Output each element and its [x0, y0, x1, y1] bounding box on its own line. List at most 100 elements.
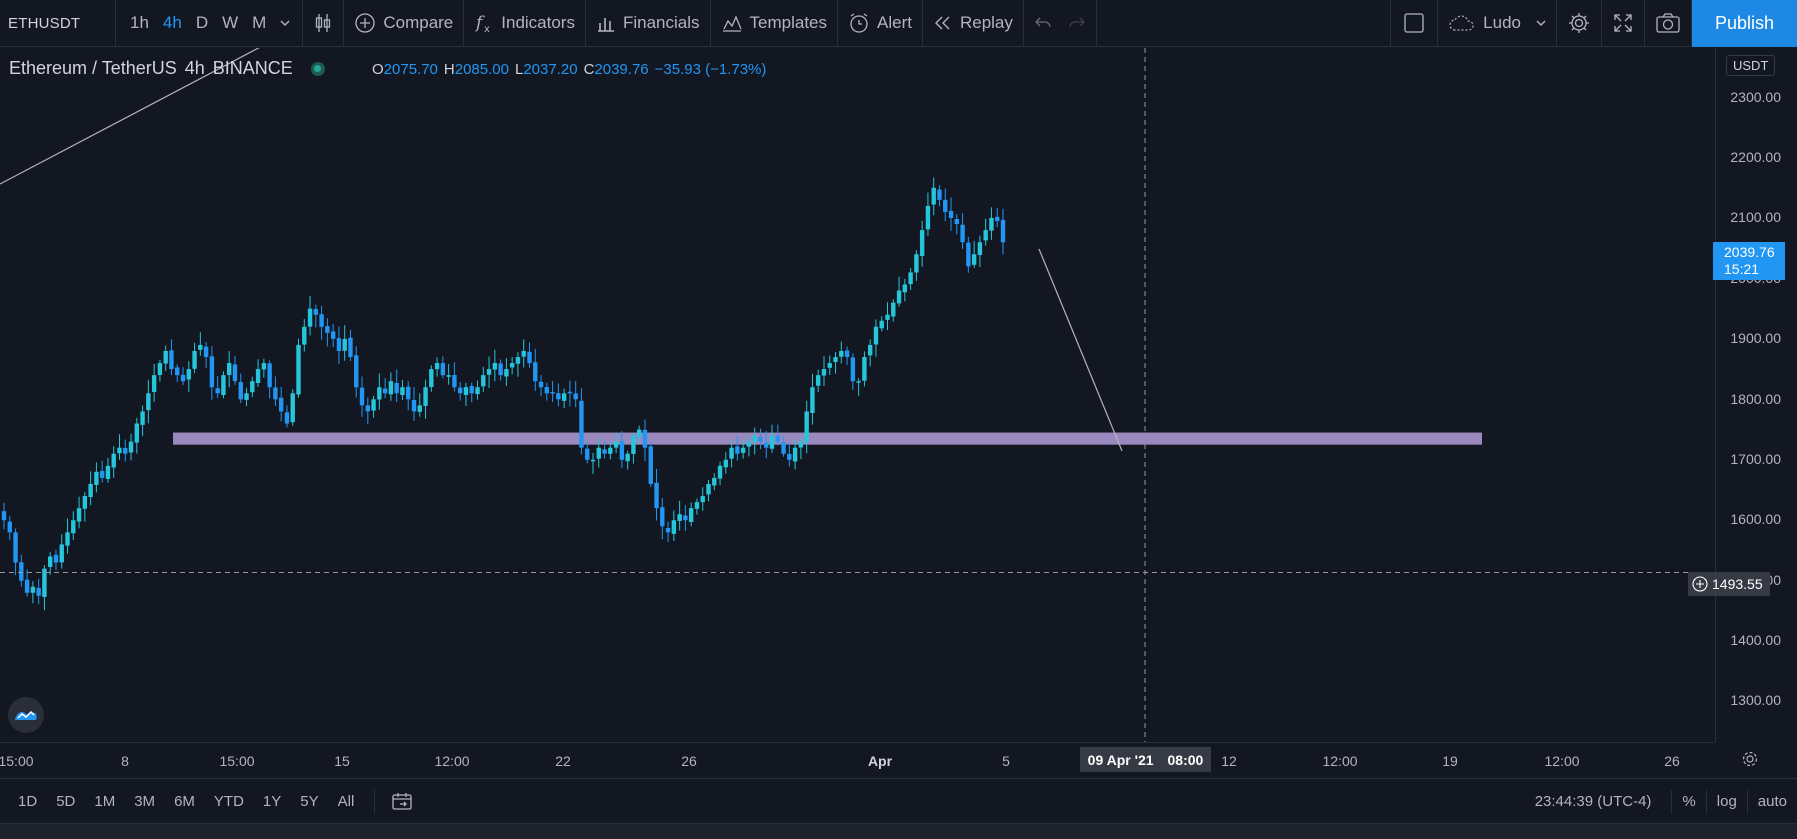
low-value: 2037.20 [523, 61, 578, 78]
chart-style-button[interactable] [303, 0, 345, 47]
symbol-search[interactable]: ETHUSDT [0, 0, 116, 47]
chevron-down-icon [1536, 20, 1546, 26]
candle-body [758, 437, 763, 442]
candle-body [567, 391, 573, 394]
interval-m[interactable]: M [252, 13, 267, 32]
templates-button[interactable]: Templates [711, 0, 838, 47]
save-layout-button[interactable]: Ludo [1438, 0, 1557, 47]
snapshot-button[interactable] [1645, 0, 1692, 47]
gear-icon[interactable] [1740, 749, 1760, 769]
candle-body [735, 446, 740, 454]
candle-body [833, 357, 838, 363]
candle-body [509, 363, 515, 368]
time-label: 12:00 [1322, 753, 1358, 769]
candle-body [642, 429, 648, 448]
high-value: 2085.00 [454, 61, 509, 78]
low-key: L [514, 61, 524, 78]
clock-timezone[interactable]: 23:44:39 (UTC-4) [1534, 793, 1652, 810]
replay-button[interactable]: Replay [923, 0, 1024, 47]
interval-w[interactable]: W [222, 13, 239, 32]
last-price-tag: 2039.76 15:21 [1713, 242, 1785, 280]
range-ytd[interactable]: YTD [213, 792, 244, 810]
candle-body [53, 554, 59, 563]
candle-body [227, 363, 232, 376]
interval-4h[interactable]: 4h [162, 13, 182, 32]
candle-body [313, 308, 319, 315]
range-1y[interactable]: 1Y [262, 792, 282, 810]
candle-body [336, 338, 342, 351]
candle-body [463, 387, 469, 395]
candle-body [706, 483, 711, 495]
alert-button[interactable]: Alert [838, 0, 923, 47]
candle-body [307, 308, 313, 327]
fullscreen-button[interactable] [1602, 0, 1645, 47]
financials-button[interactable]: Financials [586, 0, 711, 47]
compare-button[interactable]: Compare [344, 0, 465, 47]
go-to-date-icon[interactable] [391, 791, 413, 811]
time-axis[interactable]: 15:00 8 15:00 15 12:00 22 26 Apr 5 12 12… [0, 742, 1715, 777]
candle-body [671, 520, 677, 534]
chevron-down-icon[interactable] [280, 20, 290, 26]
publish-button[interactable]: Publish [1692, 0, 1797, 47]
candle-body [215, 388, 220, 394]
tradingview-logo[interactable] [8, 697, 44, 733]
candle-body [995, 216, 1000, 222]
candle-body [608, 447, 613, 454]
price-axis[interactable]: 2300.00 2200.00 2100.00 2000.00 1900.00 … [1715, 48, 1797, 742]
settings-button[interactable] [1557, 0, 1602, 47]
range-6m[interactable]: 6M [174, 792, 195, 810]
candle-body [665, 528, 671, 533]
candle-body [862, 357, 867, 381]
redo-icon[interactable] [1068, 16, 1086, 30]
candle-body [943, 199, 948, 212]
range-1d[interactable]: 1D [18, 792, 38, 810]
candle-body [36, 587, 41, 596]
candle-body [816, 375, 821, 386]
candle-body [13, 532, 18, 563]
candle-body [885, 314, 890, 320]
interval-1h[interactable]: 1h [130, 13, 149, 32]
range-all[interactable]: All [337, 792, 355, 810]
plus-circle-icon[interactable] [1688, 576, 1712, 592]
auto-toggle[interactable]: auto [1746, 789, 1797, 814]
layout-button[interactable] [1390, 0, 1439, 47]
date-range-buttons: 1D 5D 1M 3M 6M YTD 1Y 5Y All [0, 793, 354, 810]
change-value: −35.93 (−1.73%) [654, 61, 767, 78]
cloud-icon [1448, 13, 1476, 33]
last-price-value: 2039.76 [1724, 244, 1775, 260]
time-label: 26 [681, 753, 697, 769]
candle-body [873, 326, 879, 345]
range-5d[interactable]: 5D [56, 792, 76, 810]
log-toggle[interactable]: log [1705, 789, 1747, 814]
market-status-icon[interactable] [310, 61, 325, 76]
candle-body [844, 350, 850, 358]
candle-body [411, 400, 417, 412]
crosshair-date: 09 Apr '21 [1087, 751, 1154, 768]
candle-body [977, 242, 983, 255]
candle-body [192, 350, 197, 369]
candle-body [440, 363, 446, 376]
undo-icon[interactable] [1034, 16, 1052, 30]
crosshair-time-tag: 09 Apr '21 08:00 [1080, 747, 1211, 772]
range-5y[interactable]: 5Y [300, 792, 319, 810]
candle-body [769, 435, 775, 449]
candle-body [244, 393, 249, 400]
range-3m[interactable]: 3M [134, 792, 156, 810]
candle-body [111, 453, 116, 468]
chart-pane[interactable] [0, 42, 1715, 742]
plus-circle-icon [354, 12, 376, 34]
legend-exchange: BINANCE [212, 58, 293, 78]
crosshair-price-tag[interactable]: 1493.55 [1688, 572, 1770, 596]
range-1m[interactable]: 1M [94, 792, 116, 810]
alarm-clock-icon [848, 12, 870, 34]
price-chart[interactable] [0, 42, 1715, 742]
candle-body [723, 459, 729, 468]
candle-body [123, 447, 128, 454]
candle-body [914, 254, 919, 273]
currency-badge[interactable]: USDT [1726, 55, 1776, 76]
percent-toggle[interactable]: % [1671, 789, 1705, 814]
fullscreen-icon [1612, 12, 1634, 34]
interval-d[interactable]: D [195, 13, 209, 32]
